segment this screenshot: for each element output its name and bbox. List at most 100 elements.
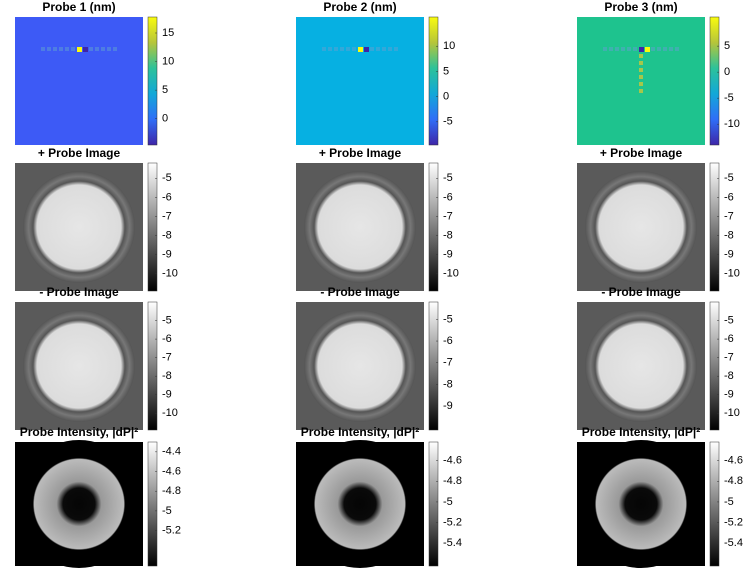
image-pixel: [322, 47, 326, 51]
colorbar-tick-label: -5: [443, 313, 453, 325]
colorbar-tick-label: -5.2: [162, 524, 181, 536]
colorbar-tick-label: -8: [162, 230, 172, 242]
colorbar: [710, 302, 719, 430]
image-pixel: [388, 47, 392, 51]
colorbar-tick-label: -7: [162, 210, 172, 222]
image-pixel: [675, 47, 679, 51]
colorbar-tick-label: -7: [724, 210, 734, 222]
image: [577, 17, 705, 145]
colorbar-tick-label: -4.8: [724, 475, 743, 487]
image-pixel: [621, 47, 625, 51]
colorbar-tick-label: -5: [724, 92, 734, 104]
image-pixel: [370, 47, 374, 51]
colorbar-tick-label: 10: [443, 40, 455, 52]
image-pixel: [328, 47, 332, 51]
colorbar-tick-label: -5: [724, 314, 734, 326]
panel-title: + Probe Image: [600, 146, 683, 160]
image-pixel: [59, 47, 63, 51]
image-pixel: [340, 47, 344, 51]
colorbar-tick-label: -5: [162, 172, 172, 184]
panel-title: - Probe Image: [320, 285, 400, 299]
panel-title: + Probe Image: [319, 146, 402, 160]
colorbar-tick-label: -5: [724, 496, 734, 508]
image-pixel: [645, 47, 650, 52]
colorbar-tick-label: -10: [724, 118, 740, 130]
image-disk: [23, 171, 135, 283]
panel-title: + Probe Image: [38, 146, 121, 160]
image-pixel: [53, 47, 57, 51]
image-pixel: [615, 47, 619, 51]
colorbar-tick-label: 0: [443, 91, 449, 103]
image: [15, 17, 143, 145]
colorbar: [710, 163, 719, 291]
colorbar-tick-label: -4.6: [443, 455, 462, 467]
colorbar-tick-label: -8: [724, 230, 734, 242]
image-pixel: [639, 61, 643, 65]
colorbar-tick-label: -6: [724, 333, 734, 345]
panel-title: Probe Intensity, |dP|²: [20, 425, 139, 439]
image-pixel: [101, 47, 105, 51]
image-pixel: [669, 47, 673, 51]
image-disk: [304, 310, 416, 422]
image-pixel: [376, 47, 380, 51]
colorbar-tick-label: 0: [724, 66, 730, 78]
image-pixel: [95, 47, 99, 51]
colorbar-tick-label: -6: [724, 191, 734, 203]
colorbar-tick-label: 10: [162, 55, 174, 67]
colorbar-tick-label: -7: [162, 352, 172, 364]
image-pixel: [394, 47, 398, 51]
image-pixel: [663, 47, 667, 51]
colorbar-tick-label: -6: [443, 191, 453, 203]
colorbar-tick-label: -10: [162, 268, 178, 280]
colorbar-tick-label: -8: [443, 378, 453, 390]
image-pixel: [639, 82, 643, 86]
image-pixel: [603, 47, 607, 51]
panel-title: Probe 1 (nm): [42, 0, 115, 14]
figure: Probe 1 (nm)151050Probe 2 (nm)1050-5Prob…: [0, 0, 745, 568]
panel-title: Probe Intensity, |dP|²: [301, 425, 420, 439]
colorbar: [148, 302, 157, 430]
image-pixel: [609, 47, 613, 51]
colorbar-tick-label: -4.8: [162, 485, 181, 497]
image-pixel: [346, 47, 350, 51]
colorbar-tick-label: -5.2: [443, 517, 462, 529]
image-pixel: [71, 47, 75, 51]
panel-title: Probe 2 (nm): [323, 0, 396, 14]
image-pixel: [639, 89, 643, 93]
panel-title: - Probe Image: [39, 285, 119, 299]
image: [296, 17, 424, 145]
colorbar: [710, 17, 719, 145]
image-disk: [304, 171, 416, 283]
colorbar-tick-label: -5.4: [443, 537, 462, 549]
colorbar-tick-label: -9: [162, 249, 172, 261]
image-pixel: [639, 54, 643, 58]
colorbar-tick-label: 15: [162, 27, 174, 39]
colorbar-tick-label: -9: [724, 389, 734, 401]
colorbar-tick-label: -8: [724, 370, 734, 382]
image-pixel: [83, 47, 88, 52]
colorbar-tick-label: -9: [162, 389, 172, 401]
image-pixel: [358, 47, 363, 52]
colorbar-tick-label: 0: [162, 113, 168, 125]
image-pixel: [639, 68, 643, 72]
colorbar: [148, 163, 157, 291]
colorbar-tick-label: -8: [443, 230, 453, 242]
colorbar-tick-label: -7: [443, 357, 453, 369]
colorbar-tick-label: -7: [724, 352, 734, 364]
image-pixel: [657, 47, 661, 51]
colorbar: [148, 442, 157, 566]
colorbar-tick-label: -5: [724, 172, 734, 184]
colorbar-tick-label: 5: [724, 40, 730, 52]
image-pixel: [113, 47, 117, 51]
colorbar-tick-label: -10: [724, 407, 740, 419]
colorbar-tick-label: -5: [443, 496, 453, 508]
image-pixel: [65, 47, 69, 51]
image-pixel: [107, 47, 111, 51]
colorbar: [429, 163, 438, 291]
image-disk: [296, 440, 424, 568]
image-disk: [585, 171, 697, 283]
colorbar-tick-label: -5: [443, 116, 453, 128]
colorbar-tick-label: -10: [443, 268, 459, 280]
image-pixel: [47, 47, 51, 51]
image-disk: [585, 310, 697, 422]
